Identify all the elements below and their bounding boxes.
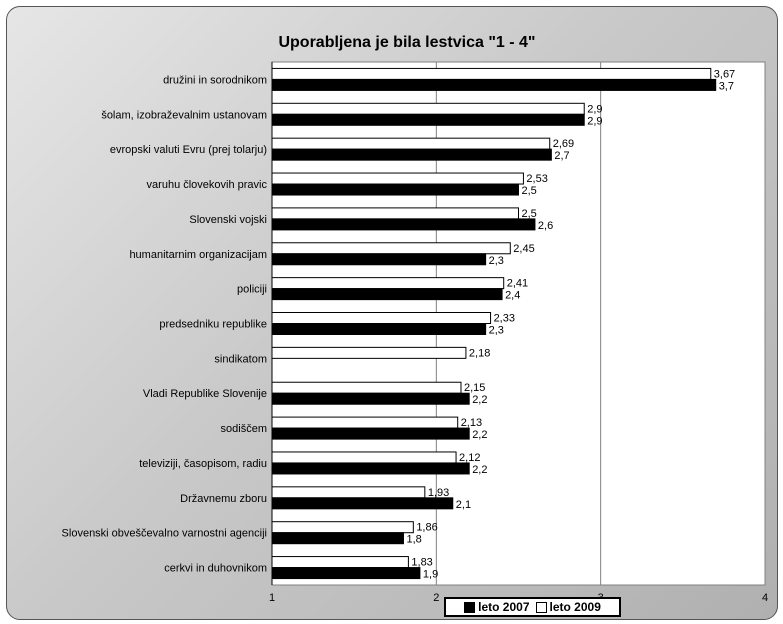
bar-2009 [271,521,414,534]
value-label-2007: 2,6 [538,220,553,232]
x-tick-label: 4 [762,592,768,604]
legend: leto 2007 leto 2009 [444,597,621,617]
value-label-2009: 3,67 [714,68,735,80]
value-label-2009: 1,86 [416,522,437,534]
bar-2009 [271,312,492,324]
category-label: sodiščem [221,423,267,435]
value-label-2007: 2,2 [472,394,487,406]
category-label: televiziji, časopisom, radiu [139,458,267,470]
value-label-2009: 2,18 [469,347,490,359]
bar-2009 [271,416,459,429]
bar-2007 [271,567,421,580]
value-label-2007: 2,3 [489,255,504,267]
category-label: cerkvi in duhovnikom [164,563,267,575]
category-label: sindikatom [214,353,267,365]
value-label-2009: 2,45 [513,243,534,255]
bar-2009 [271,486,426,499]
bar-2009 [271,556,409,569]
bar-2007 [271,183,519,196]
bar-2007 [271,218,536,231]
value-label-2009: 2,15 [464,382,485,394]
value-label-2007: 2,2 [472,429,487,441]
bar-2009 [271,137,551,150]
x-tick-label: 1 [269,592,275,604]
bar-2009 [271,277,505,290]
bar-2009 [271,67,712,80]
value-label-2007: 3,7 [719,80,734,92]
bar-2009 [271,242,511,255]
value-label-2009: 2,12 [459,452,480,464]
bar-chart: Uporabljena je bila lestvica "1 - 4" dru… [62,34,769,604]
bar-2007 [271,253,487,266]
legend-item-2007: leto 2007 [464,600,530,614]
value-label-2007: 1,9 [423,569,438,581]
bar-2009 [271,381,462,394]
bar-2007 [271,288,503,301]
category-label: družini in sorodnikom [163,74,267,86]
bar-2007 [271,113,585,126]
bar-2007 [271,78,717,91]
category-label: evropski valuti Evru (prej tolarju) [110,144,267,156]
bar-2007 [271,392,470,405]
value-label-2009: 2,69 [553,138,574,150]
value-label-2007: 2,4 [505,290,520,302]
value-label-2009: 2,9 [587,103,602,115]
value-label-2009: 1,83 [411,557,432,569]
bar-2007 [271,427,470,440]
legend-item-2009: leto 2009 [535,600,601,614]
value-label-2009: 2,13 [461,417,482,429]
bar-2007 [271,462,470,475]
value-label-2009: 1,93 [428,487,449,499]
legend-swatch-2009 [535,601,547,613]
legend-label-2007: leto 2007 [478,600,530,614]
bar-2009 [271,172,524,185]
category-label: Državnemu zboru [180,493,267,505]
value-label-2007: 2,3 [489,325,504,337]
category-label: Slovenski vojski [189,214,267,226]
legend-label-2009: leto 2009 [549,600,601,614]
value-label-2007: 2,9 [587,115,602,127]
value-label-2007: 2,2 [472,464,487,476]
category-label: Slovenski obveščevalno varnostni agencij… [62,528,267,540]
category-label: varuhu človekovih pravic [147,179,268,191]
category-label: policiji [237,284,267,296]
bar-2009 [271,207,519,220]
bar-2007 [271,497,454,510]
legend-swatch-2007 [464,601,476,613]
chart-title: Uporabljena je bila lestvica "1 - 4" [278,34,535,51]
bar-2007 [271,323,487,335]
category-label: šolam, izobraževalnim ustanovam [101,109,267,121]
value-label-2009: 2,5 [522,208,537,220]
bar-2009 [271,102,585,115]
value-label-2009: 2,53 [526,173,547,185]
value-label-2009: 2,33 [494,313,515,325]
value-label-2007: 2,1 [456,499,471,511]
value-label-2009: 2,41 [507,278,528,290]
value-label-2007: 1,8 [406,534,421,546]
bar-2009 [271,451,457,464]
category-label: predsedniku republike [159,319,267,331]
bar-2007 [271,532,404,545]
bar-2009 [271,346,467,359]
value-label-2007: 2,7 [554,150,569,162]
category-label: Vladi Republike Slovenije [143,388,267,400]
bar-2007 [271,148,552,161]
chart-frame: Uporabljena je bila lestvica "1 - 4" dru… [6,6,778,620]
value-label-2007: 2,5 [522,185,537,197]
category-label: humanitarnim organizacijam [129,249,267,261]
x-tick-label: 2 [433,592,439,604]
